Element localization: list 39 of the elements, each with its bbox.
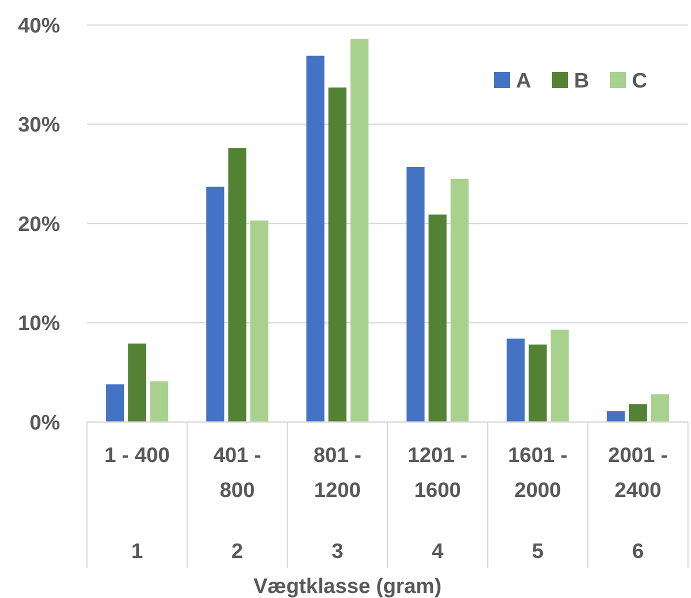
text: 2: [231, 540, 244, 563]
text: 4: [432, 540, 444, 563]
x-tick-label: 401 - 800: [213, 444, 262, 502]
y-tick-label: 30%: [18, 114, 60, 137]
legend-label: C: [632, 69, 648, 92]
bar: [150, 381, 168, 422]
legend-label: A: [516, 69, 532, 92]
bar: [428, 214, 447, 422]
legend-label: B: [574, 69, 590, 92]
bar: [450, 178, 469, 422]
bar: [306, 56, 324, 422]
y-tick-label: 0%: [30, 411, 60, 434]
bar: [606, 411, 625, 422]
bar: [628, 404, 647, 422]
y-tick-label: 40%: [18, 14, 60, 38]
x-axis-title: Vægtklasse (gram): [254, 575, 442, 598]
bar: [250, 220, 268, 422]
bar: [350, 38, 368, 422]
text: 1: [131, 540, 144, 563]
bar: [506, 338, 525, 422]
text: 3: [332, 540, 344, 563]
text: 5: [532, 540, 544, 563]
y-tick-label: 20%: [18, 212, 60, 236]
x-tick-label: 801 - 1200: [313, 444, 362, 502]
bar: [528, 344, 547, 422]
text: 6: [632, 540, 644, 563]
bar: [128, 344, 146, 422]
bar: [106, 384, 124, 422]
bar: [550, 330, 569, 422]
bar: [406, 166, 425, 422]
x-tick-label: 1201 - 1600: [408, 444, 468, 502]
bar: [328, 88, 346, 422]
bar: [650, 394, 669, 422]
bar: [228, 148, 246, 422]
x-tick-label: 1601 - 2000: [508, 444, 568, 502]
x-tick-label: 2001 - 2400: [608, 444, 668, 502]
y-tick-label: 10%: [18, 312, 60, 336]
x-tick-label: 1 - 400: [104, 444, 170, 467]
bar: [206, 186, 224, 422]
